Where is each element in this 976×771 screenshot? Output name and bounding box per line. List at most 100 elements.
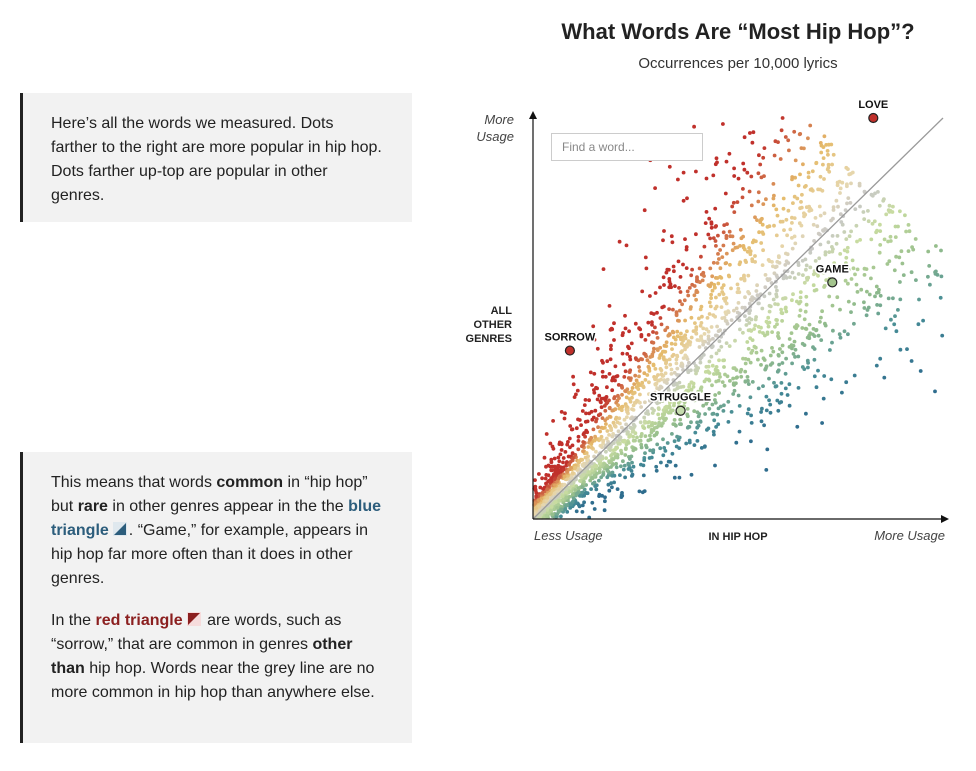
- word-dot[interactable]: [752, 344, 757, 349]
- word-dot[interactable]: [576, 460, 581, 465]
- word-dot[interactable]: [683, 333, 688, 338]
- word-dot[interactable]: [732, 383, 736, 387]
- word-dot[interactable]: [751, 130, 756, 135]
- word-dot[interactable]: [806, 136, 810, 141]
- word-dot[interactable]: [741, 161, 746, 166]
- word-dot[interactable]: [790, 298, 794, 303]
- word-dot[interactable]: [685, 289, 690, 294]
- word-dot[interactable]: [838, 307, 842, 312]
- word-dot[interactable]: [685, 407, 690, 411]
- word-dot[interactable]: [784, 309, 789, 314]
- word-dot[interactable]: [746, 407, 751, 412]
- word-dot[interactable]: [799, 146, 804, 151]
- word-dot[interactable]: [820, 421, 824, 425]
- word-dot[interactable]: [614, 415, 619, 420]
- word-dot[interactable]: [710, 274, 715, 279]
- word-dot[interactable]: [861, 210, 866, 214]
- word-dot[interactable]: [598, 412, 603, 417]
- word-dot[interactable]: [682, 298, 687, 303]
- word-dot[interactable]: [583, 455, 588, 460]
- word-dot[interactable]: [786, 208, 791, 213]
- word-dot[interactable]: [797, 221, 802, 226]
- word-dot[interactable]: [798, 295, 803, 300]
- word-dot[interactable]: [807, 204, 811, 209]
- word-dot[interactable]: [732, 210, 737, 215]
- word-dot[interactable]: [661, 275, 666, 280]
- word-dot[interactable]: [857, 183, 862, 188]
- word-dot[interactable]: [613, 378, 617, 383]
- word-dot[interactable]: [736, 393, 741, 398]
- word-dot[interactable]: [762, 146, 767, 151]
- word-dot[interactable]: [732, 388, 737, 393]
- word-dot[interactable]: [710, 412, 715, 416]
- word-dot[interactable]: [620, 351, 625, 356]
- word-dot[interactable]: [631, 403, 636, 408]
- word-dot[interactable]: [756, 171, 761, 176]
- word-dot[interactable]: [933, 270, 937, 274]
- word-dot[interactable]: [760, 222, 765, 227]
- word-dot[interactable]: [593, 484, 598, 488]
- word-dot[interactable]: [801, 273, 805, 277]
- word-dot[interactable]: [746, 346, 751, 351]
- word-dot[interactable]: [755, 293, 760, 298]
- word-dot[interactable]: [581, 440, 586, 444]
- word-dot[interactable]: [664, 365, 669, 370]
- word-dot[interactable]: [828, 348, 832, 352]
- word-dot[interactable]: [846, 299, 851, 304]
- word-dot[interactable]: [853, 207, 858, 212]
- word-dot[interactable]: [913, 237, 918, 241]
- word-dot[interactable]: [715, 369, 720, 373]
- word-dot[interactable]: [752, 327, 756, 331]
- word-dot[interactable]: [734, 306, 739, 311]
- word-dot[interactable]: [610, 388, 615, 393]
- word-dot[interactable]: [810, 169, 815, 174]
- word-dot[interactable]: [715, 324, 719, 329]
- word-dot[interactable]: [840, 222, 845, 227]
- word-dot[interactable]: [604, 401, 609, 406]
- word-dot[interactable]: [643, 419, 647, 424]
- word-dot[interactable]: [730, 248, 735, 253]
- word-dot[interactable]: [642, 208, 647, 213]
- word-dot[interactable]: [637, 326, 641, 331]
- word-dot[interactable]: [824, 278, 829, 282]
- word-dot[interactable]: [683, 318, 687, 323]
- word-dot[interactable]: [664, 340, 669, 345]
- word-dot[interactable]: [815, 224, 820, 229]
- word-dot[interactable]: [693, 321, 697, 325]
- word-dot[interactable]: [663, 371, 668, 376]
- word-dot[interactable]: [814, 328, 818, 333]
- word-dot[interactable]: [855, 239, 859, 244]
- word-dot[interactable]: [764, 364, 769, 369]
- word-dot[interactable]: [776, 353, 781, 358]
- word-dot[interactable]: [762, 294, 767, 299]
- word-dot[interactable]: [568, 489, 572, 493]
- word-dot[interactable]: [576, 434, 581, 439]
- word-dot[interactable]: [570, 443, 575, 448]
- word-dot[interactable]: [689, 335, 694, 340]
- word-dot[interactable]: [812, 374, 817, 379]
- word-dot[interactable]: [796, 272, 801, 276]
- word-dot[interactable]: [552, 477, 557, 481]
- word-dot[interactable]: [671, 307, 675, 312]
- word-dot[interactable]: [762, 358, 767, 362]
- word-dot[interactable]: [746, 357, 751, 362]
- word-dot[interactable]: [731, 366, 736, 370]
- word-dot[interactable]: [699, 446, 704, 450]
- word-dot[interactable]: [692, 443, 697, 447]
- word-dot[interactable]: [653, 186, 657, 191]
- word-dot[interactable]: [619, 408, 624, 413]
- word-dot[interactable]: [823, 323, 828, 328]
- word-dot[interactable]: [724, 341, 729, 345]
- word-dot[interactable]: [804, 267, 808, 272]
- word-dot[interactable]: [677, 475, 682, 480]
- highlighted-words[interactable]: LOVE GAME SORROW STRUGGLE: [543, 98, 890, 416]
- word-dot[interactable]: [658, 446, 663, 451]
- word-dot[interactable]: [694, 327, 698, 332]
- word-dot[interactable]: [898, 280, 902, 284]
- word-dot[interactable]: [711, 173, 716, 178]
- word-dot[interactable]: [643, 338, 648, 342]
- word-dot[interactable]: [726, 420, 731, 424]
- word-dot[interactable]: [619, 425, 624, 430]
- word-dot[interactable]: [676, 259, 681, 264]
- word-dot[interactable]: [548, 441, 553, 446]
